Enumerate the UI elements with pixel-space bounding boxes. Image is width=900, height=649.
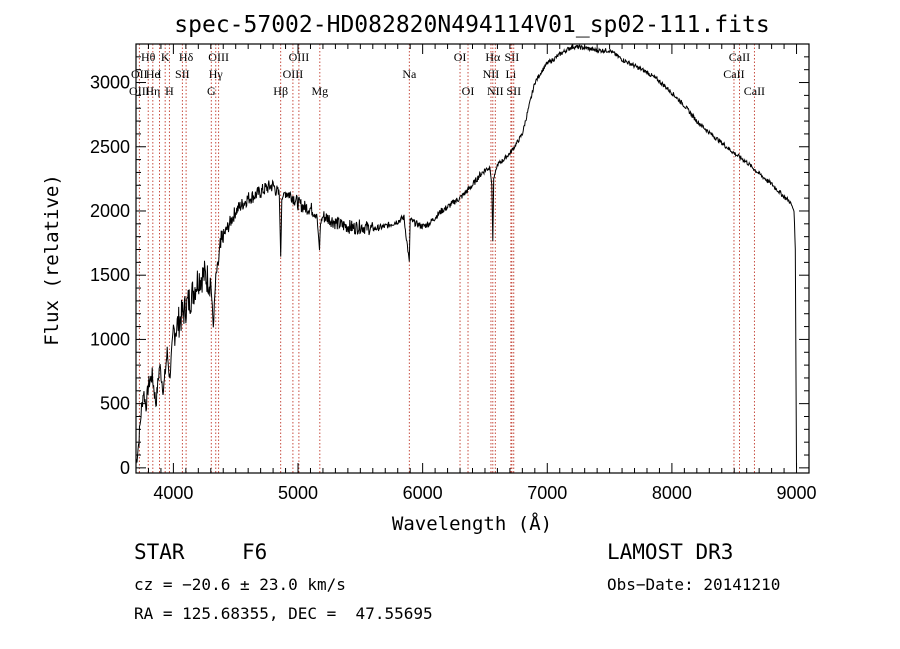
x-tick-label: 8000 bbox=[652, 483, 692, 503]
line-label: OIII bbox=[283, 67, 304, 81]
line-label: K bbox=[161, 50, 170, 64]
object-class: STAR bbox=[134, 540, 185, 564]
x-tick-label: 6000 bbox=[403, 483, 443, 503]
x-tick-label: 7000 bbox=[527, 483, 567, 503]
y-tick-label: 0 bbox=[120, 458, 130, 478]
line-label: Hγ bbox=[209, 67, 224, 81]
subclass: F6 bbox=[242, 540, 268, 564]
y-tick-label: 1500 bbox=[90, 265, 130, 285]
line-label: CaII bbox=[744, 84, 765, 98]
line-label: SII bbox=[175, 67, 190, 81]
line-label: SII bbox=[506, 84, 521, 98]
coordinates: RA = 125.68355, DEC = 47.55695 bbox=[134, 604, 433, 623]
y-tick-label: 2500 bbox=[90, 137, 130, 157]
line-label: H bbox=[165, 84, 174, 98]
line-label: OI bbox=[454, 50, 467, 64]
survey-name: LAMOST DR3 bbox=[607, 540, 734, 564]
line-label: CaII bbox=[723, 67, 744, 81]
line-label: OIII bbox=[208, 50, 229, 64]
redshift-cz: cz = −20.6 ± 23.0 km/s bbox=[134, 575, 346, 594]
line-label: Mg bbox=[311, 84, 328, 98]
line-label: I bbox=[158, 67, 162, 81]
y-tick-label: 1000 bbox=[90, 329, 130, 349]
axes: 4000 5000 6000 7000 8000 9000 0 500 1000 1500 2000… bbox=[90, 44, 817, 503]
line-label: Li bbox=[506, 67, 517, 81]
y-tick-label: 500 bbox=[100, 394, 130, 414]
y-tick-label: 3000 bbox=[90, 73, 130, 93]
spectrum-line bbox=[135, 44, 797, 468]
line-label: G bbox=[207, 84, 216, 98]
obs-date: Obs−Date: 20141210 bbox=[607, 575, 781, 594]
line-label: Hη bbox=[145, 84, 160, 98]
line-label: NII bbox=[487, 84, 504, 98]
y-tick-label: 2000 bbox=[90, 201, 130, 221]
y-axis-label: Flux (relative) bbox=[41, 174, 63, 346]
line-label: SII bbox=[505, 50, 520, 64]
line-label: Hδ bbox=[179, 50, 194, 64]
line-label: He bbox=[146, 67, 160, 81]
line-label: Hθ bbox=[141, 50, 156, 64]
line-label: NII bbox=[483, 67, 500, 81]
line-label: OII bbox=[131, 67, 148, 81]
x-tick-label: 5000 bbox=[278, 483, 318, 503]
line-label: Hα bbox=[485, 50, 501, 64]
spectrum-series bbox=[135, 44, 797, 468]
line-label: OI bbox=[462, 84, 475, 98]
line-label: CaII bbox=[729, 50, 750, 64]
x-axis-label: Wavelength (Å) bbox=[392, 512, 552, 535]
line-label: OIII bbox=[289, 50, 310, 64]
line-label: Hβ bbox=[273, 84, 288, 98]
plot-frame bbox=[135, 43, 810, 474]
x-tick-label: 4000 bbox=[153, 483, 193, 503]
line-label: OIII bbox=[129, 84, 150, 98]
chart-title: spec-57002-HD082820N494114V01_sp02-111.f… bbox=[174, 12, 769, 38]
x-tick-label: 9000 bbox=[777, 483, 817, 503]
line-label: Na bbox=[402, 67, 417, 81]
